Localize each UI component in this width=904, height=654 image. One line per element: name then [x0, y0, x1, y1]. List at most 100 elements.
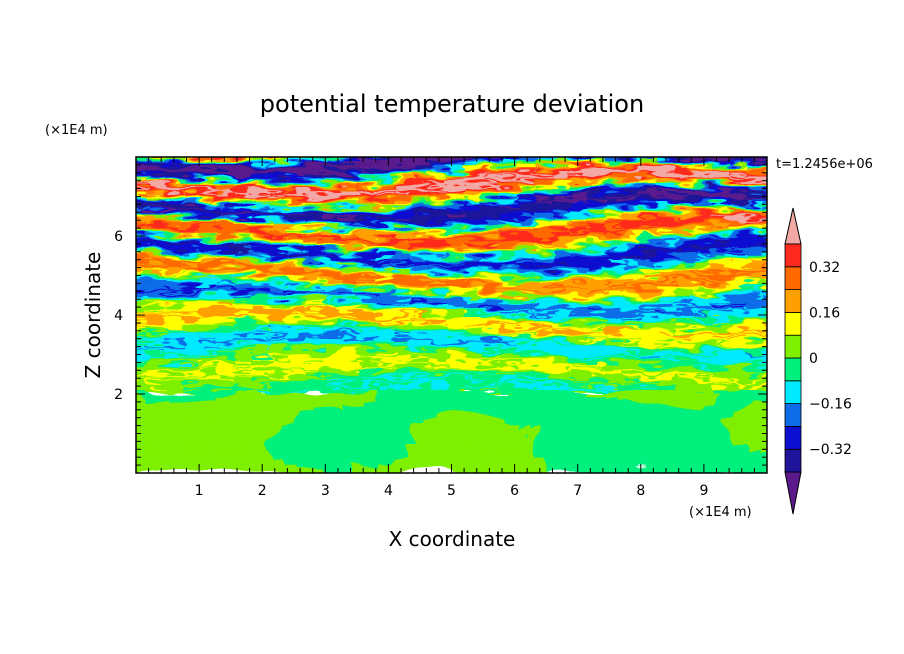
heatmap-cell	[517, 383, 536, 387]
heatmap-cell	[534, 244, 554, 248]
heatmap-cell	[428, 274, 448, 278]
heatmap-cell	[693, 193, 713, 196]
heatmap-cell	[375, 306, 395, 310]
heatmap-cell	[163, 294, 183, 298]
heatmap-cell	[287, 319, 307, 323]
heatmap-cell	[481, 230, 501, 234]
heatmap-cell	[136, 177, 148, 180]
heatmap-cell	[693, 198, 713, 202]
heatmap-cell	[234, 219, 254, 223]
heatmap-cell	[322, 376, 342, 379]
heatmap-cell	[269, 200, 289, 204]
heatmap-cell	[711, 330, 731, 333]
heatmap-cell	[464, 324, 483, 328]
heatmap-cell	[605, 264, 625, 267]
heatmap-cell	[428, 241, 448, 244]
heatmap-cell	[393, 335, 413, 339]
heatmap-cell	[375, 267, 395, 271]
heatmap-cell	[623, 267, 642, 271]
heatmap-cell	[340, 344, 360, 347]
heatmap-cell	[693, 365, 713, 369]
heatmap-cell	[570, 264, 589, 267]
heatmap-cell	[305, 362, 324, 365]
heatmap-cell	[199, 214, 218, 218]
heatmap-cell	[746, 271, 766, 275]
heatmap-cell	[136, 310, 148, 314]
heatmap-cell	[111, 303, 130, 306]
heatmap-cell	[693, 257, 713, 260]
heatmap-cell	[269, 269, 289, 273]
heatmap-cell	[623, 202, 642, 205]
heatmap-cell	[764, 212, 767, 216]
heatmap-cell	[764, 340, 767, 344]
heatmap-cell	[746, 347, 766, 351]
heatmap-cell	[287, 289, 307, 292]
heatmap-cell	[375, 383, 395, 387]
heatmap-cell	[305, 285, 324, 289]
heatmap-cell	[305, 381, 324, 385]
heatmap-cell	[146, 354, 165, 358]
heatmap-cell	[587, 248, 607, 251]
heatmap-cell	[534, 260, 554, 264]
heatmap-cell	[163, 237, 183, 241]
heatmap-cell	[534, 193, 554, 196]
heatmap-cell	[552, 324, 572, 328]
heatmap-cell	[517, 182, 536, 186]
heatmap-cell	[640, 182, 660, 186]
heatmap-cell	[499, 186, 519, 189]
heatmap-cell	[234, 189, 254, 193]
heatmap-cell	[746, 308, 766, 312]
heatmap-cell	[640, 337, 660, 340]
heatmap-cell	[428, 335, 448, 339]
heatmap-cell	[464, 168, 483, 172]
heatmap-cell	[640, 246, 660, 250]
heatmap-cell	[428, 173, 448, 177]
heatmap-cell	[428, 283, 448, 287]
heatmap-cell	[693, 214, 713, 218]
heatmap-cell	[111, 346, 130, 349]
heatmap-cell	[658, 305, 678, 308]
heatmap-cell	[570, 177, 589, 180]
heatmap-cell	[428, 315, 448, 319]
heatmap-cell	[252, 383, 271, 387]
heatmap-cell	[393, 351, 413, 355]
heatmap-cell	[269, 337, 289, 340]
heatmap-cell	[393, 349, 413, 353]
heatmap-cell	[640, 296, 660, 299]
heatmap-cell	[711, 269, 731, 273]
heatmap-cell	[676, 344, 695, 347]
heatmap-cell	[358, 223, 377, 227]
heatmap-cell	[411, 310, 430, 314]
heatmap-cell	[163, 385, 183, 388]
heatmap-cell	[746, 182, 766, 186]
heatmap-cell	[499, 326, 519, 330]
heatmap-cell	[136, 305, 148, 308]
heatmap-cell	[163, 285, 183, 289]
heatmap-cell	[199, 312, 218, 315]
heatmap-cell	[693, 232, 713, 235]
heatmap-cell	[658, 321, 678, 324]
heatmap-cell	[640, 299, 660, 303]
heatmap-cell	[729, 310, 748, 314]
heatmap-cell	[534, 346, 554, 349]
heatmap-cell	[676, 282, 695, 285]
heatmap-cell	[305, 360, 324, 363]
heatmap-cell	[729, 285, 748, 289]
heatmap-cell	[358, 276, 377, 280]
heatmap-cell	[411, 328, 430, 331]
heatmap-cell	[499, 314, 519, 317]
heatmap-cell	[358, 170, 377, 173]
heatmap-cell	[658, 257, 678, 260]
heatmap-cell	[640, 317, 660, 321]
heatmap-cell	[481, 280, 501, 283]
heatmap-cell	[534, 376, 554, 379]
heatmap-cell	[199, 274, 218, 278]
heatmap-cell	[163, 365, 183, 369]
heatmap-cell	[464, 363, 483, 367]
heatmap-cell	[481, 347, 501, 351]
heatmap-cell	[146, 331, 165, 335]
heatmap-cell	[252, 273, 271, 276]
heatmap-cell	[163, 310, 183, 314]
heatmap-cell	[499, 246, 519, 250]
heatmap-cell	[287, 317, 307, 321]
